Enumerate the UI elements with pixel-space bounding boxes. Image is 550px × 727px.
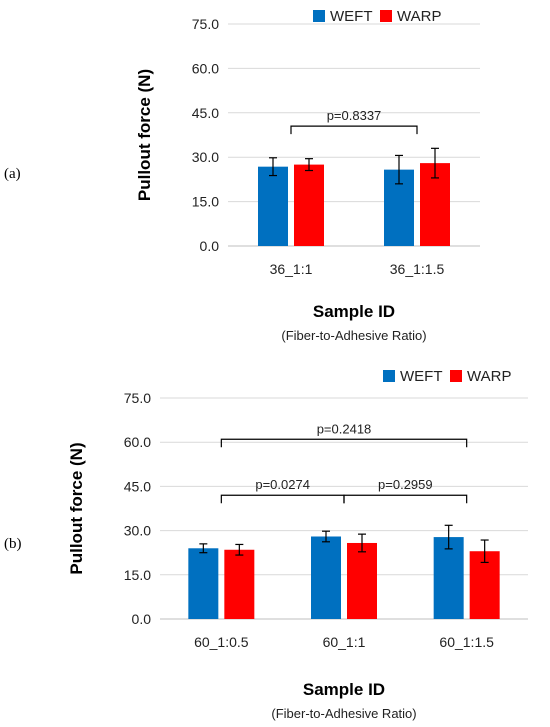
x-tick-label: 60_1:0.5 (194, 634, 249, 650)
x-axis-subtitle: (Fiber-to-Adhesive Ratio) (271, 706, 416, 721)
y-tick-label: 30.0 (124, 523, 151, 539)
y-axis-title: Pullout force (N) (135, 69, 154, 201)
bar-weft (258, 166, 288, 246)
legend-swatch-warp (450, 370, 462, 382)
bar-weft (433, 537, 464, 619)
y-tick-label: 15.0 (192, 194, 219, 210)
y-tick-label: 75.0 (192, 16, 219, 32)
legend-label-warp: WARP (467, 368, 511, 385)
x-tick-label: 36_1:1.5 (390, 261, 445, 277)
x-tick-label: 60_1:1 (323, 634, 366, 650)
y-tick-label: 0.0 (132, 611, 152, 627)
chart-panel-b: (b) 0.0 15.0 30.0 45.0 60.0 75.0 60_1:0.5 60_1:… (0, 360, 550, 722)
panel-label-a: (a) (4, 166, 21, 182)
y-axis-title: Pullout force (N) (67, 442, 86, 574)
x-tick-label: 36_1:1 (270, 261, 313, 277)
legend-swatch-weft (383, 370, 395, 382)
y-tick-label: 45.0 (192, 105, 219, 121)
bar-warp (294, 164, 324, 246)
y-tick-label: 75.0 (124, 390, 151, 406)
x-axis-subtitle: (Fiber-to-Adhesive Ratio) (281, 328, 426, 343)
significance-bracket (290, 125, 418, 135)
chart-panel-a: (a) 0.0 15.0 30.0 45.0 60.0 75.0 36_1:1 36_1:1.… (0, 0, 550, 352)
legend-label-weft: WEFT (400, 368, 443, 385)
p-value-label: p=0.8337 (327, 108, 382, 123)
y-tick-label: 0.0 (200, 238, 220, 254)
x-axis-title: Sample ID (303, 680, 385, 699)
legend-label-warp: WARP (397, 8, 441, 25)
legend-label-weft: WEFT (330, 8, 373, 25)
bar-weft (311, 536, 341, 619)
x-axis-title: Sample ID (313, 302, 395, 321)
p-value-label: p=0.2418 (317, 421, 372, 436)
bar-weft (188, 548, 219, 619)
legend-swatch-weft (313, 10, 325, 22)
x-tick-label: 60_1:1.5 (439, 634, 494, 650)
significance-bracket (220, 438, 468, 448)
bar-chart-a: 0.0 15.0 30.0 45.0 60.0 75.0 36_1:1 36_1:1.5 p=0… (135, 8, 480, 343)
bar-chart-b: 0.0 15.0 30.0 45.0 60.0 75.0 60_1:0.5 60_1:1 60_… (67, 368, 528, 721)
significance-bracket (343, 494, 468, 504)
y-tick-label: 15.0 (124, 567, 151, 583)
y-tick-label: 60.0 (192, 60, 219, 76)
bar-warp (347, 542, 377, 619)
legend-swatch-warp (380, 10, 392, 22)
significance-bracket (220, 494, 345, 504)
bar-warp (224, 549, 255, 619)
p-value-label: p=0.0274 (255, 477, 310, 492)
panel-label-b: (b) (4, 536, 22, 552)
y-tick-label: 45.0 (124, 478, 151, 494)
y-tick-label: 60.0 (124, 434, 151, 450)
p-value-label: p=0.2959 (378, 477, 433, 492)
y-tick-label: 30.0 (192, 149, 219, 165)
